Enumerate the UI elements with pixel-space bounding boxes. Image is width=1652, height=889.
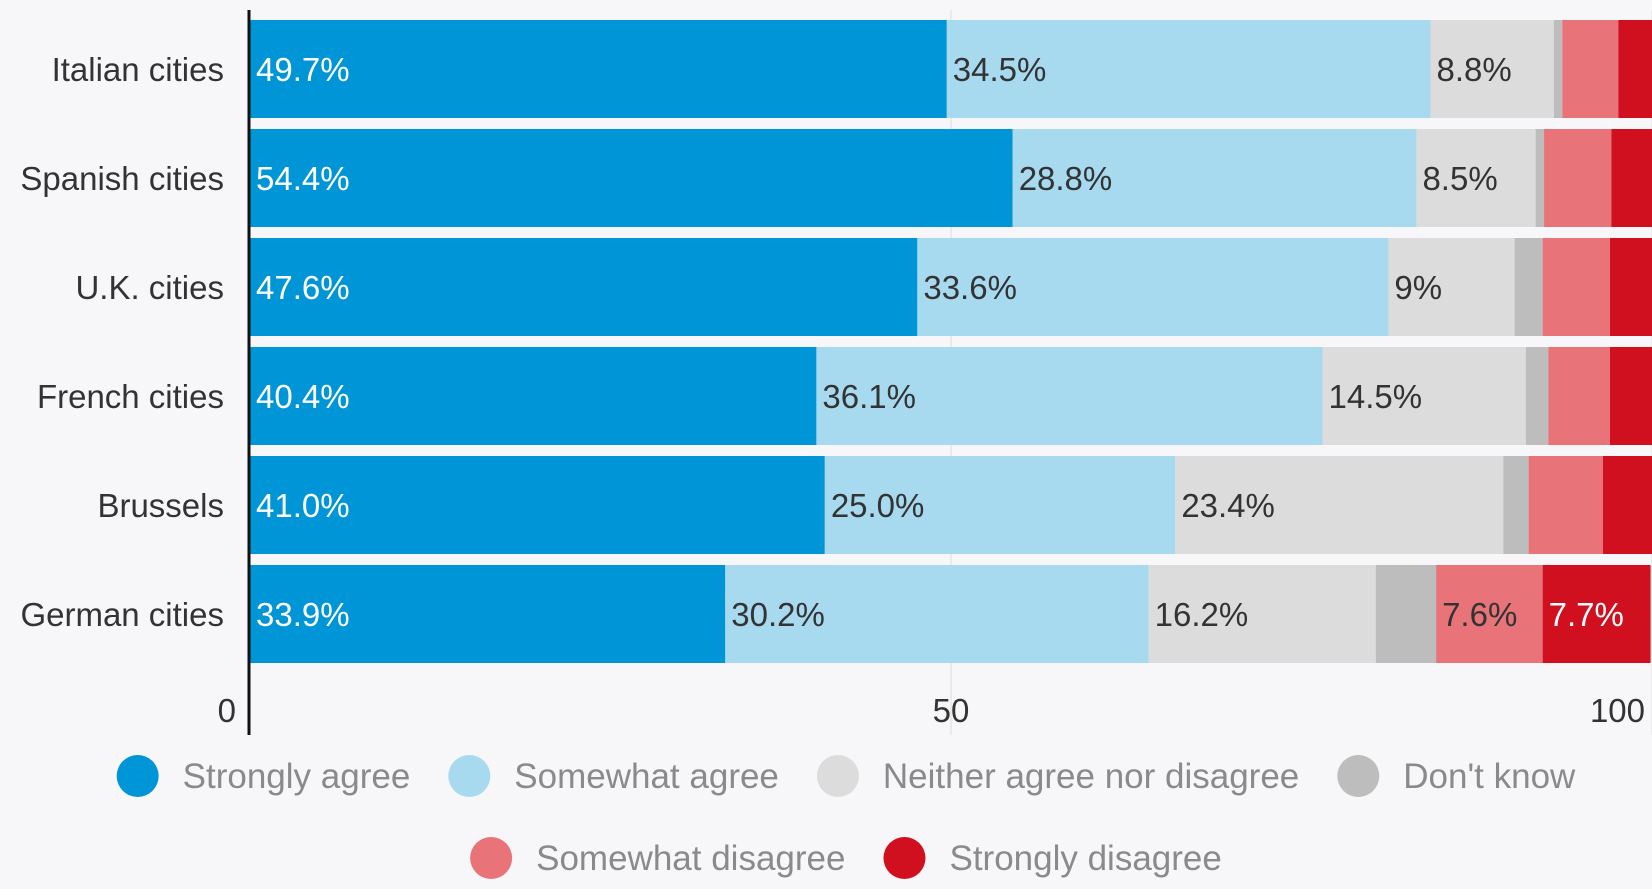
bar-segment <box>824 456 1176 554</box>
bar-segment <box>1388 238 1515 336</box>
bar-segment <box>1602 456 1652 554</box>
bar-segment <box>1322 347 1526 445</box>
data-label: 34.5% <box>953 51 1047 88</box>
bar-segment <box>250 456 825 554</box>
bar-segment <box>1525 347 1549 445</box>
x-axis: 0 50 100 <box>218 10 1645 735</box>
bar-segment <box>250 347 817 445</box>
bar-segment <box>1503 456 1529 554</box>
legend-marker <box>1337 755 1380 797</box>
category-label: U.K. cities <box>75 269 224 306</box>
bar-segment <box>1553 20 1563 118</box>
bar-segment <box>1148 565 1376 663</box>
bar-segment <box>1175 456 1504 554</box>
legend-marker <box>116 755 159 797</box>
data-label: 8.8% <box>1436 51 1511 88</box>
data-label: 54.4% <box>256 160 350 197</box>
data-label: 25.0% <box>831 487 925 524</box>
data-label: 14.5% <box>1329 378 1423 415</box>
bar-segment <box>1528 456 1603 554</box>
legend-label: Somewhat agree <box>514 757 779 796</box>
data-label: 49.7% <box>256 51 350 88</box>
bar-segment <box>250 238 918 336</box>
legend-label: Neither agree nor disagree <box>883 757 1299 796</box>
bars: 49.7% 34.5% 8.8% 54.4% 28.8% 8.5% 47.6% 33.6% 9%… <box>250 20 1652 663</box>
data-label: 33.6% <box>923 269 1017 306</box>
bar-segment <box>1416 129 1536 227</box>
category-labels: Italian cities Spanish cities U.K. cities F… <box>20 51 224 633</box>
data-label: 16.2% <box>1155 596 1249 633</box>
bar-segment <box>1542 565 1651 663</box>
data-label: 47.6% <box>256 269 350 306</box>
legend-label: Strongly agree <box>183 757 411 796</box>
data-label: 36.1% <box>822 378 916 415</box>
bar-segment <box>250 129 1013 227</box>
legend-label: Don't know <box>1403 757 1576 796</box>
x-tick-label: 100 <box>1590 692 1645 729</box>
bar-segment <box>1562 20 1619 118</box>
bar-segment <box>1544 129 1612 227</box>
bar-segment <box>1609 238 1652 336</box>
bar-segment <box>1548 347 1610 445</box>
category-label: Spanish cities <box>20 160 224 197</box>
bar-segment <box>1436 565 1543 663</box>
category-label: German cities <box>20 596 224 633</box>
x-tick-label: 50 <box>933 692 970 729</box>
bar-segment <box>1542 238 1610 336</box>
bar-segment <box>250 565 726 663</box>
bar-segment <box>1514 238 1543 336</box>
data-label: 30.2% <box>731 596 825 633</box>
data-label: 23.4% <box>1181 487 1275 524</box>
category-label: Brussels <box>97 487 224 524</box>
bar-segment <box>1012 129 1417 227</box>
data-label: 8.5% <box>1422 160 1497 197</box>
legend-marker <box>470 837 513 879</box>
bar-segment <box>1609 347 1652 445</box>
bar-segment <box>946 20 1431 118</box>
data-label: 9% <box>1394 269 1442 306</box>
legend-label: Somewhat disagree <box>536 839 845 878</box>
data-label: 28.8% <box>1019 160 1113 197</box>
legend: Strongly agree Somewhat agree Neither agre… <box>116 755 1576 879</box>
bar-segment <box>1430 20 1554 118</box>
data-label: 40.4% <box>256 378 350 415</box>
bar-segment <box>917 238 1389 336</box>
data-label: 7.7% <box>1549 596 1624 633</box>
category-label: French cities <box>37 378 224 415</box>
bar-segment <box>250 20 947 118</box>
legend-label: Strongly disagree <box>949 839 1221 878</box>
data-label: 7.6% <box>1442 596 1517 633</box>
bar-segment <box>1535 129 1545 227</box>
x-tick-label: 0 <box>218 692 236 729</box>
data-label: 41.0% <box>256 487 350 524</box>
category-label: Italian cities <box>52 51 224 88</box>
bar-segment <box>1618 20 1652 118</box>
bar-segment <box>816 347 1323 445</box>
bar-segment <box>1611 129 1652 227</box>
legend-marker <box>816 755 859 797</box>
bar-segment <box>725 565 1149 663</box>
legend-marker <box>883 837 926 879</box>
legend-marker <box>448 755 491 797</box>
data-label: 33.9% <box>256 596 350 633</box>
bar-segment <box>1375 565 1437 663</box>
